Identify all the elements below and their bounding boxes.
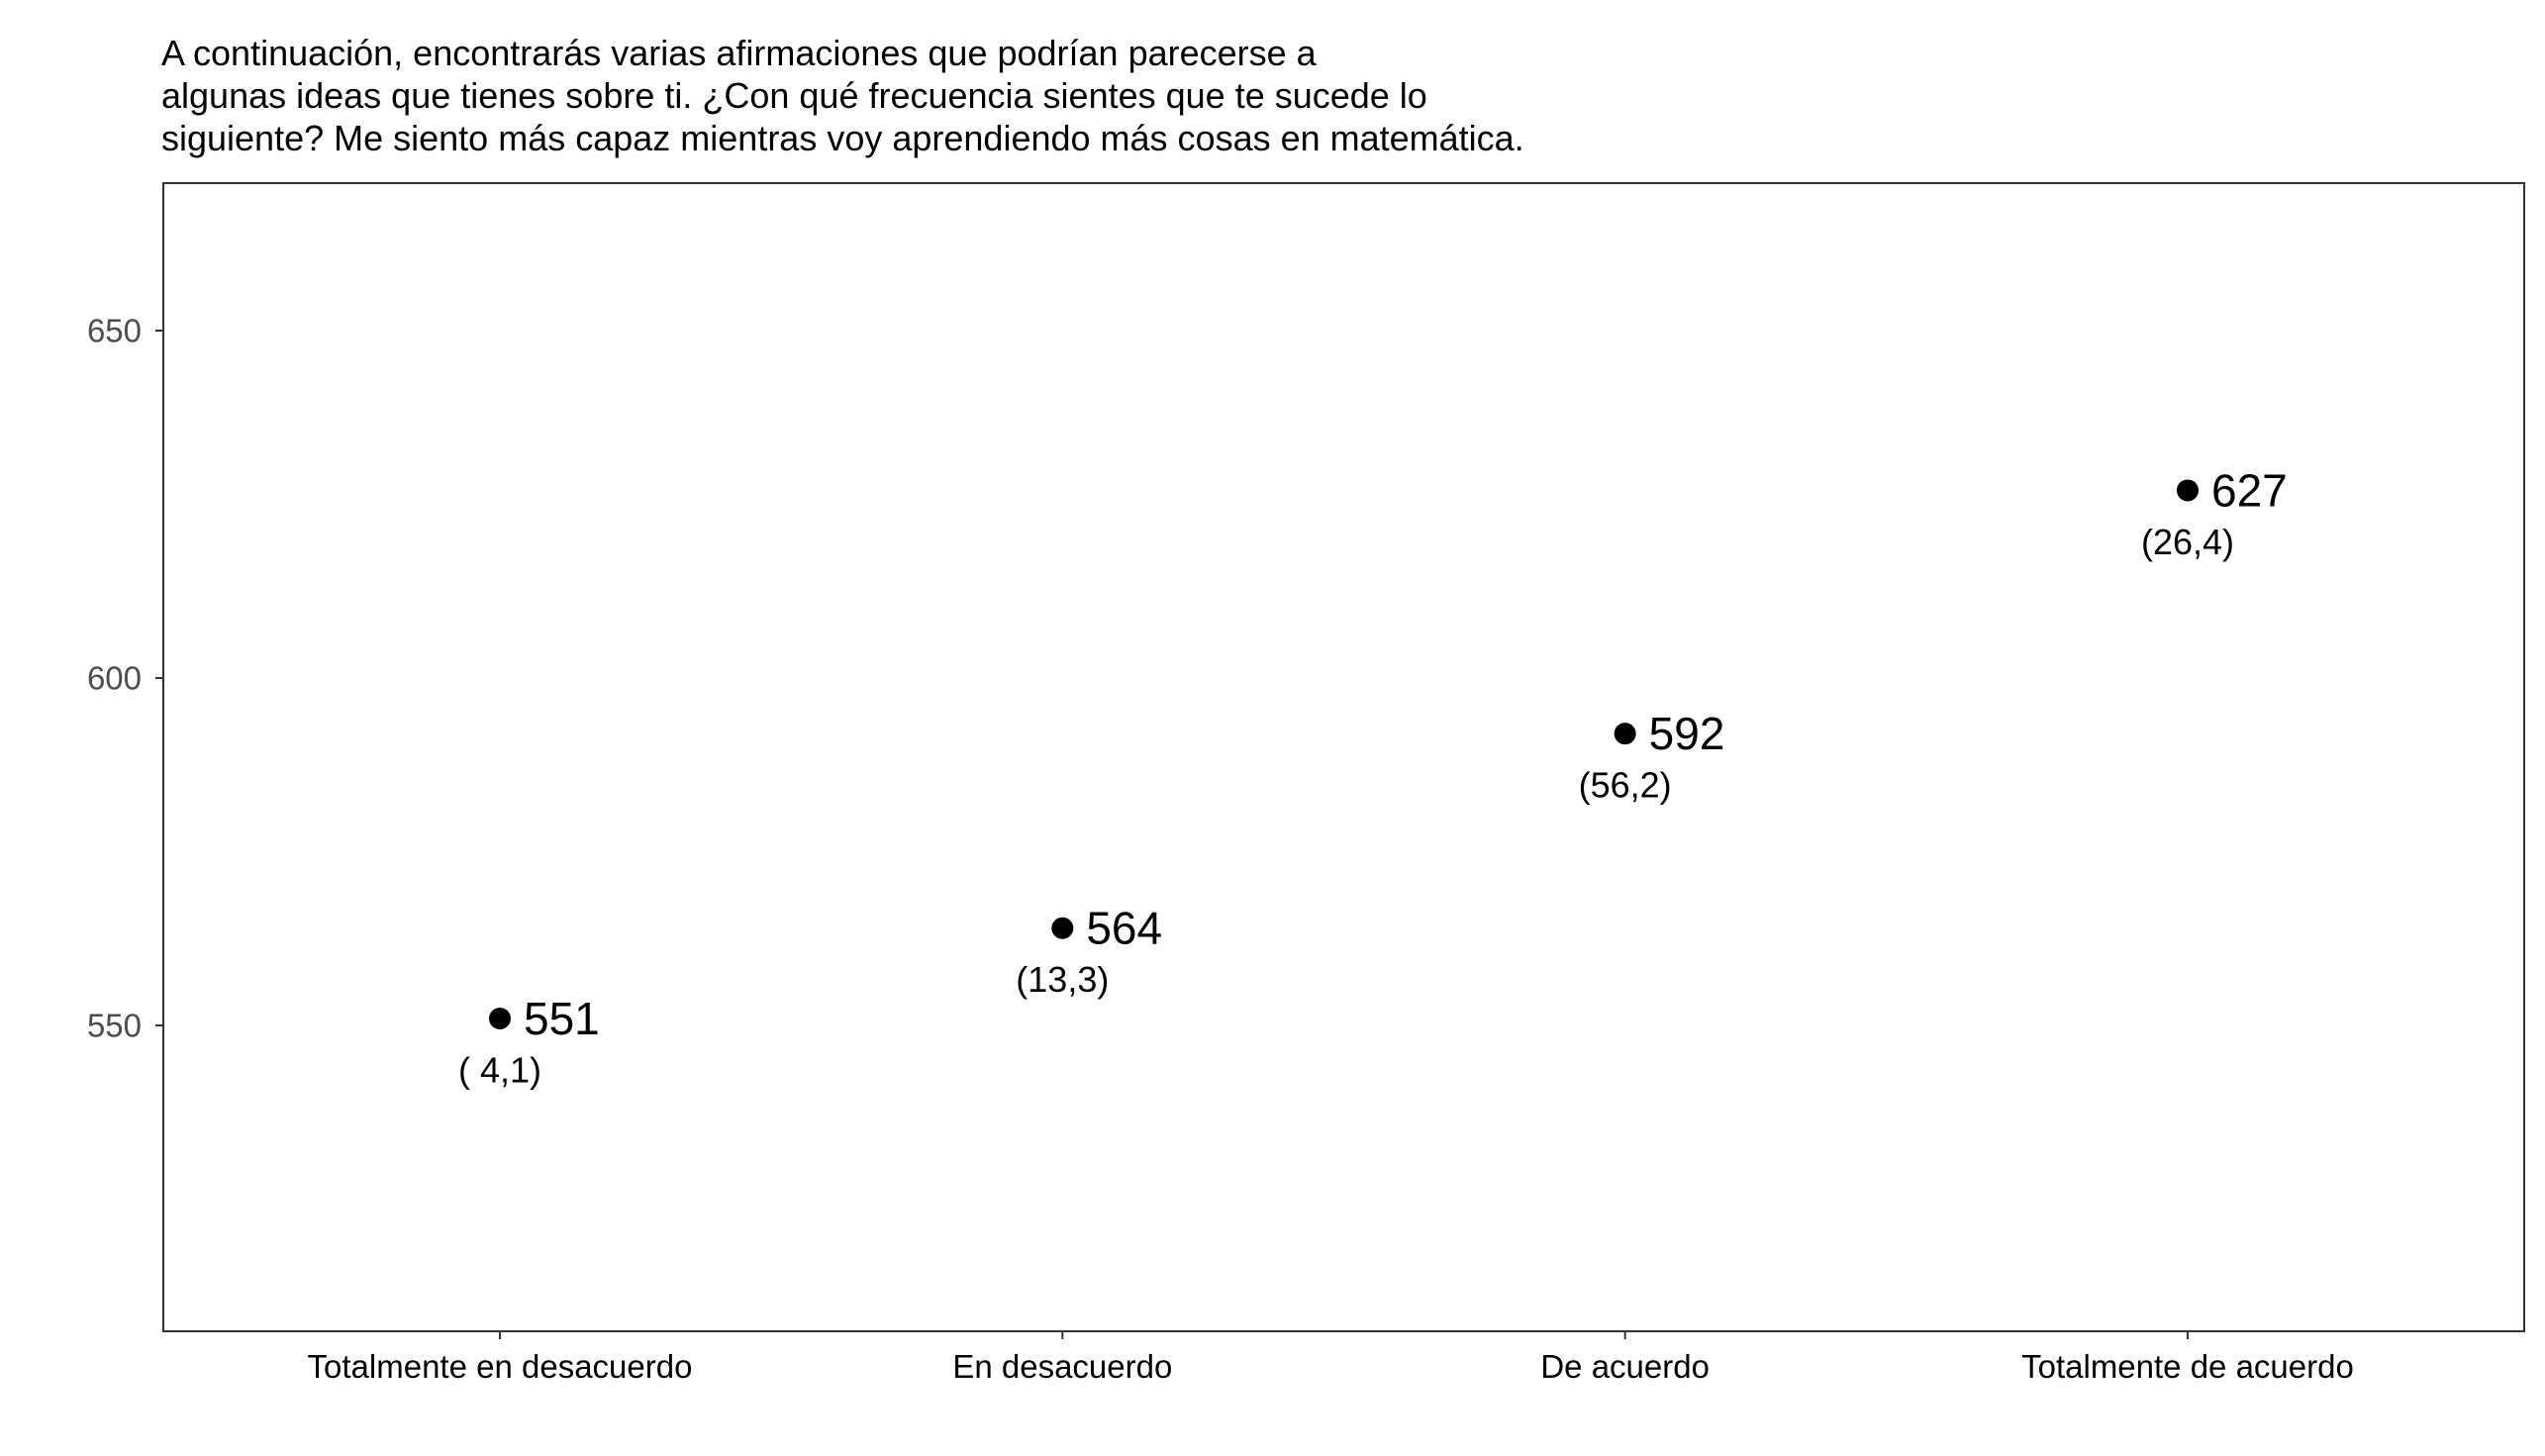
x-tick-label: En desacuerdo bbox=[952, 1348, 1172, 1385]
data-labels: 551 ( 4,1) 564 (13,3) 592 (56,2) 627 (26,4) bbox=[458, 464, 2288, 1090]
x-tick-label: De acuerdo bbox=[1540, 1348, 1710, 1385]
secondary-label: ( 4,1) bbox=[458, 1049, 541, 1090]
data-point bbox=[489, 1007, 511, 1029]
x-axis: Totalmente en desacuerdo En desacuerdo De … bbox=[308, 1331, 2354, 1385]
secondary-label: (26,4) bbox=[2141, 522, 2234, 562]
data-points bbox=[489, 479, 2199, 1029]
data-point bbox=[1614, 723, 1636, 745]
value-label: 564 bbox=[1086, 903, 1162, 954]
data-point bbox=[1051, 917, 1074, 939]
value-label: 551 bbox=[524, 993, 600, 1044]
y-tick-label: 650 bbox=[87, 313, 142, 349]
data-point bbox=[2176, 479, 2199, 502]
chart-title: A continuación, encontrarás varias afirm… bbox=[161, 32, 2042, 159]
y-tick-label: 600 bbox=[87, 660, 142, 697]
secondary-label: (56,2) bbox=[1579, 765, 1672, 806]
value-label: 627 bbox=[2211, 464, 2288, 516]
chart-title-line-2: algunas ideas que tienes sobre ti. ¿Con … bbox=[161, 75, 1427, 116]
secondary-label: (13,3) bbox=[1016, 959, 1109, 1000]
plot-panel-border bbox=[162, 182, 2525, 1332]
value-label: 592 bbox=[1649, 708, 1725, 759]
y-tick-label: 550 bbox=[87, 1008, 142, 1044]
chart-title-line-3: siguiente? Me siento más capaz mientras … bbox=[161, 118, 1524, 158]
x-tick-label: Totalmente en desacuerdo bbox=[308, 1348, 693, 1385]
chart-title-line-1: A continuación, encontrarás varias afirm… bbox=[161, 33, 1317, 73]
x-tick-label: Totalmente de acuerdo bbox=[2021, 1348, 2354, 1385]
y-axis: 550 600 650 bbox=[87, 313, 163, 1044]
